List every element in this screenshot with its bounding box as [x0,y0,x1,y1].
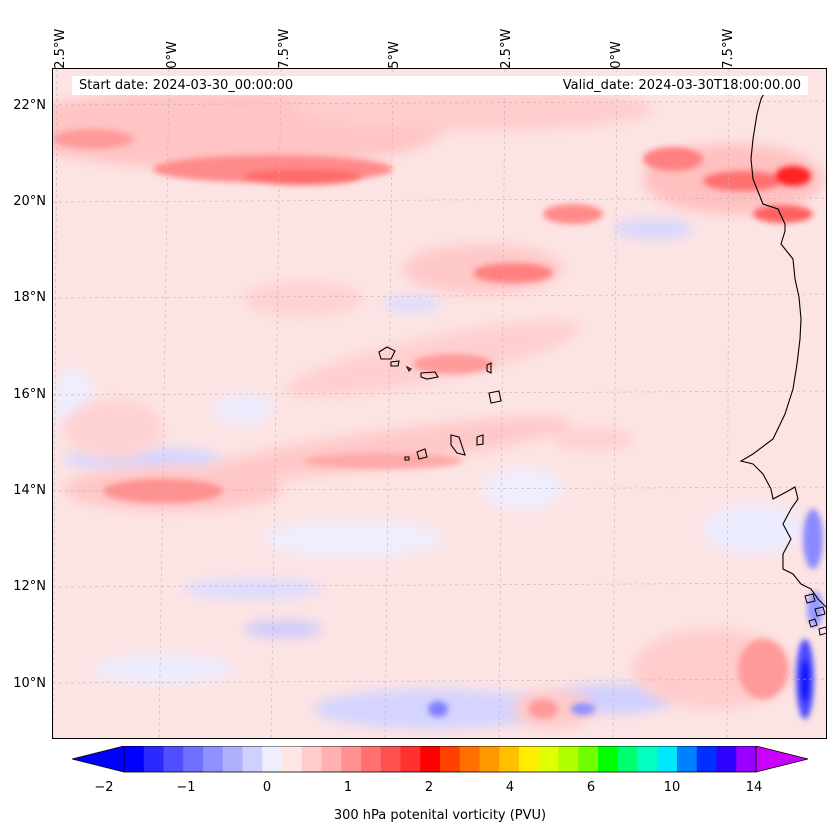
island-sao-nicolau [420,371,439,380]
bissagos-islands [804,593,826,636]
start-date-label: Start date: 2024-03-30_00:00:00 [79,78,294,93]
island-sao-vicente [390,360,400,367]
lat-label-18n: 18°N [13,290,46,305]
colorbar-swatch [440,746,461,772]
colorbar-swatch [479,746,500,772]
colorbar-swatch [341,746,362,772]
colorbar-tick-6: 6 [586,780,596,795]
graticule [53,69,826,738]
island-santiago [450,434,466,456]
lat-label-14n: 14°N [13,483,46,498]
colorbar-swatch [400,746,421,772]
colorbar-swatch [361,746,382,772]
colorbar-swatch [637,746,658,772]
colorbar-swatch [222,746,243,772]
colorbar-tick-14: 14 [745,780,763,795]
island-santo-antao [378,346,396,360]
colorbar-swatch [716,746,737,772]
colorbar-swatch [538,746,559,772]
light-blue-regions [53,219,803,729]
colorbar-tick-2: 2 [424,780,434,795]
colorbar-swatch [617,746,638,772]
colorbar-swatch [282,746,303,772]
island-maio [476,434,484,446]
colorbar-swatch [696,746,717,772]
map-panel [52,68,827,739]
colorbar-swatch [321,746,342,772]
lat-label-10n: 10°N [13,676,46,691]
colorbar-tick-1: 1 [343,780,353,795]
colorbar-swatch [183,746,204,772]
colorbar-swatch [143,746,164,772]
island-brava [404,456,410,461]
colorbar-tick-neg1: −1 [176,780,196,795]
pv-contour-map [53,69,826,738]
colorbar-swatch [262,746,283,772]
lat-label-16n: 16°N [13,387,46,402]
colorbar-swatch [420,746,441,772]
colorbar-swatch [578,746,599,772]
lat-label-22n: 22°N [13,98,46,113]
colorbar-tick-10: 10 [663,780,681,795]
colorbar-swatch [242,746,263,772]
pink-regions [53,87,823,729]
colorbar-swatch [301,746,322,772]
lat-label-12n: 12°N [13,579,46,594]
african-coastline [739,80,826,608]
colorbar-tick-neg2: −2 [94,780,114,795]
colorbar-frame [123,746,757,773]
colorbar-swatch [459,746,480,772]
colorbar-swatch [380,746,401,772]
colorbar-swatch [124,746,145,772]
colorbar-swatch [736,746,757,772]
colorbar-swatch [203,746,224,772]
island-sal [486,362,492,374]
colorbar-swatch [519,746,540,772]
colorbar-label: 300 hPa potenital vorticity (PVU) [333,808,547,823]
colorbar-tick-0: 0 [262,780,272,795]
colorbar [72,746,809,773]
valid-date-label: Valid_date: 2024-03-30T18:00:00.00 [562,78,801,93]
colorbar-swatch [499,746,520,772]
colorbar-under-arrow [72,746,125,773]
colorbar-swatch [163,746,184,772]
lat-label-20n: 20°N [13,194,46,209]
island-boa-vista [488,390,502,404]
colorbar-swatch [657,746,678,772]
island-santa-luzia [405,365,412,372]
date-info-box: Start date: 2024-03-30_00:00:00 Valid_da… [72,76,808,95]
cape-verde-islands [378,346,502,461]
island-fogo [416,448,428,460]
colorbar-swatch [598,746,619,772]
colorbar-tick-4: 4 [505,780,515,795]
colorbar-swatch [558,746,579,772]
colorbar-over-arrow [755,746,809,773]
colorbar-swatch [677,746,698,772]
